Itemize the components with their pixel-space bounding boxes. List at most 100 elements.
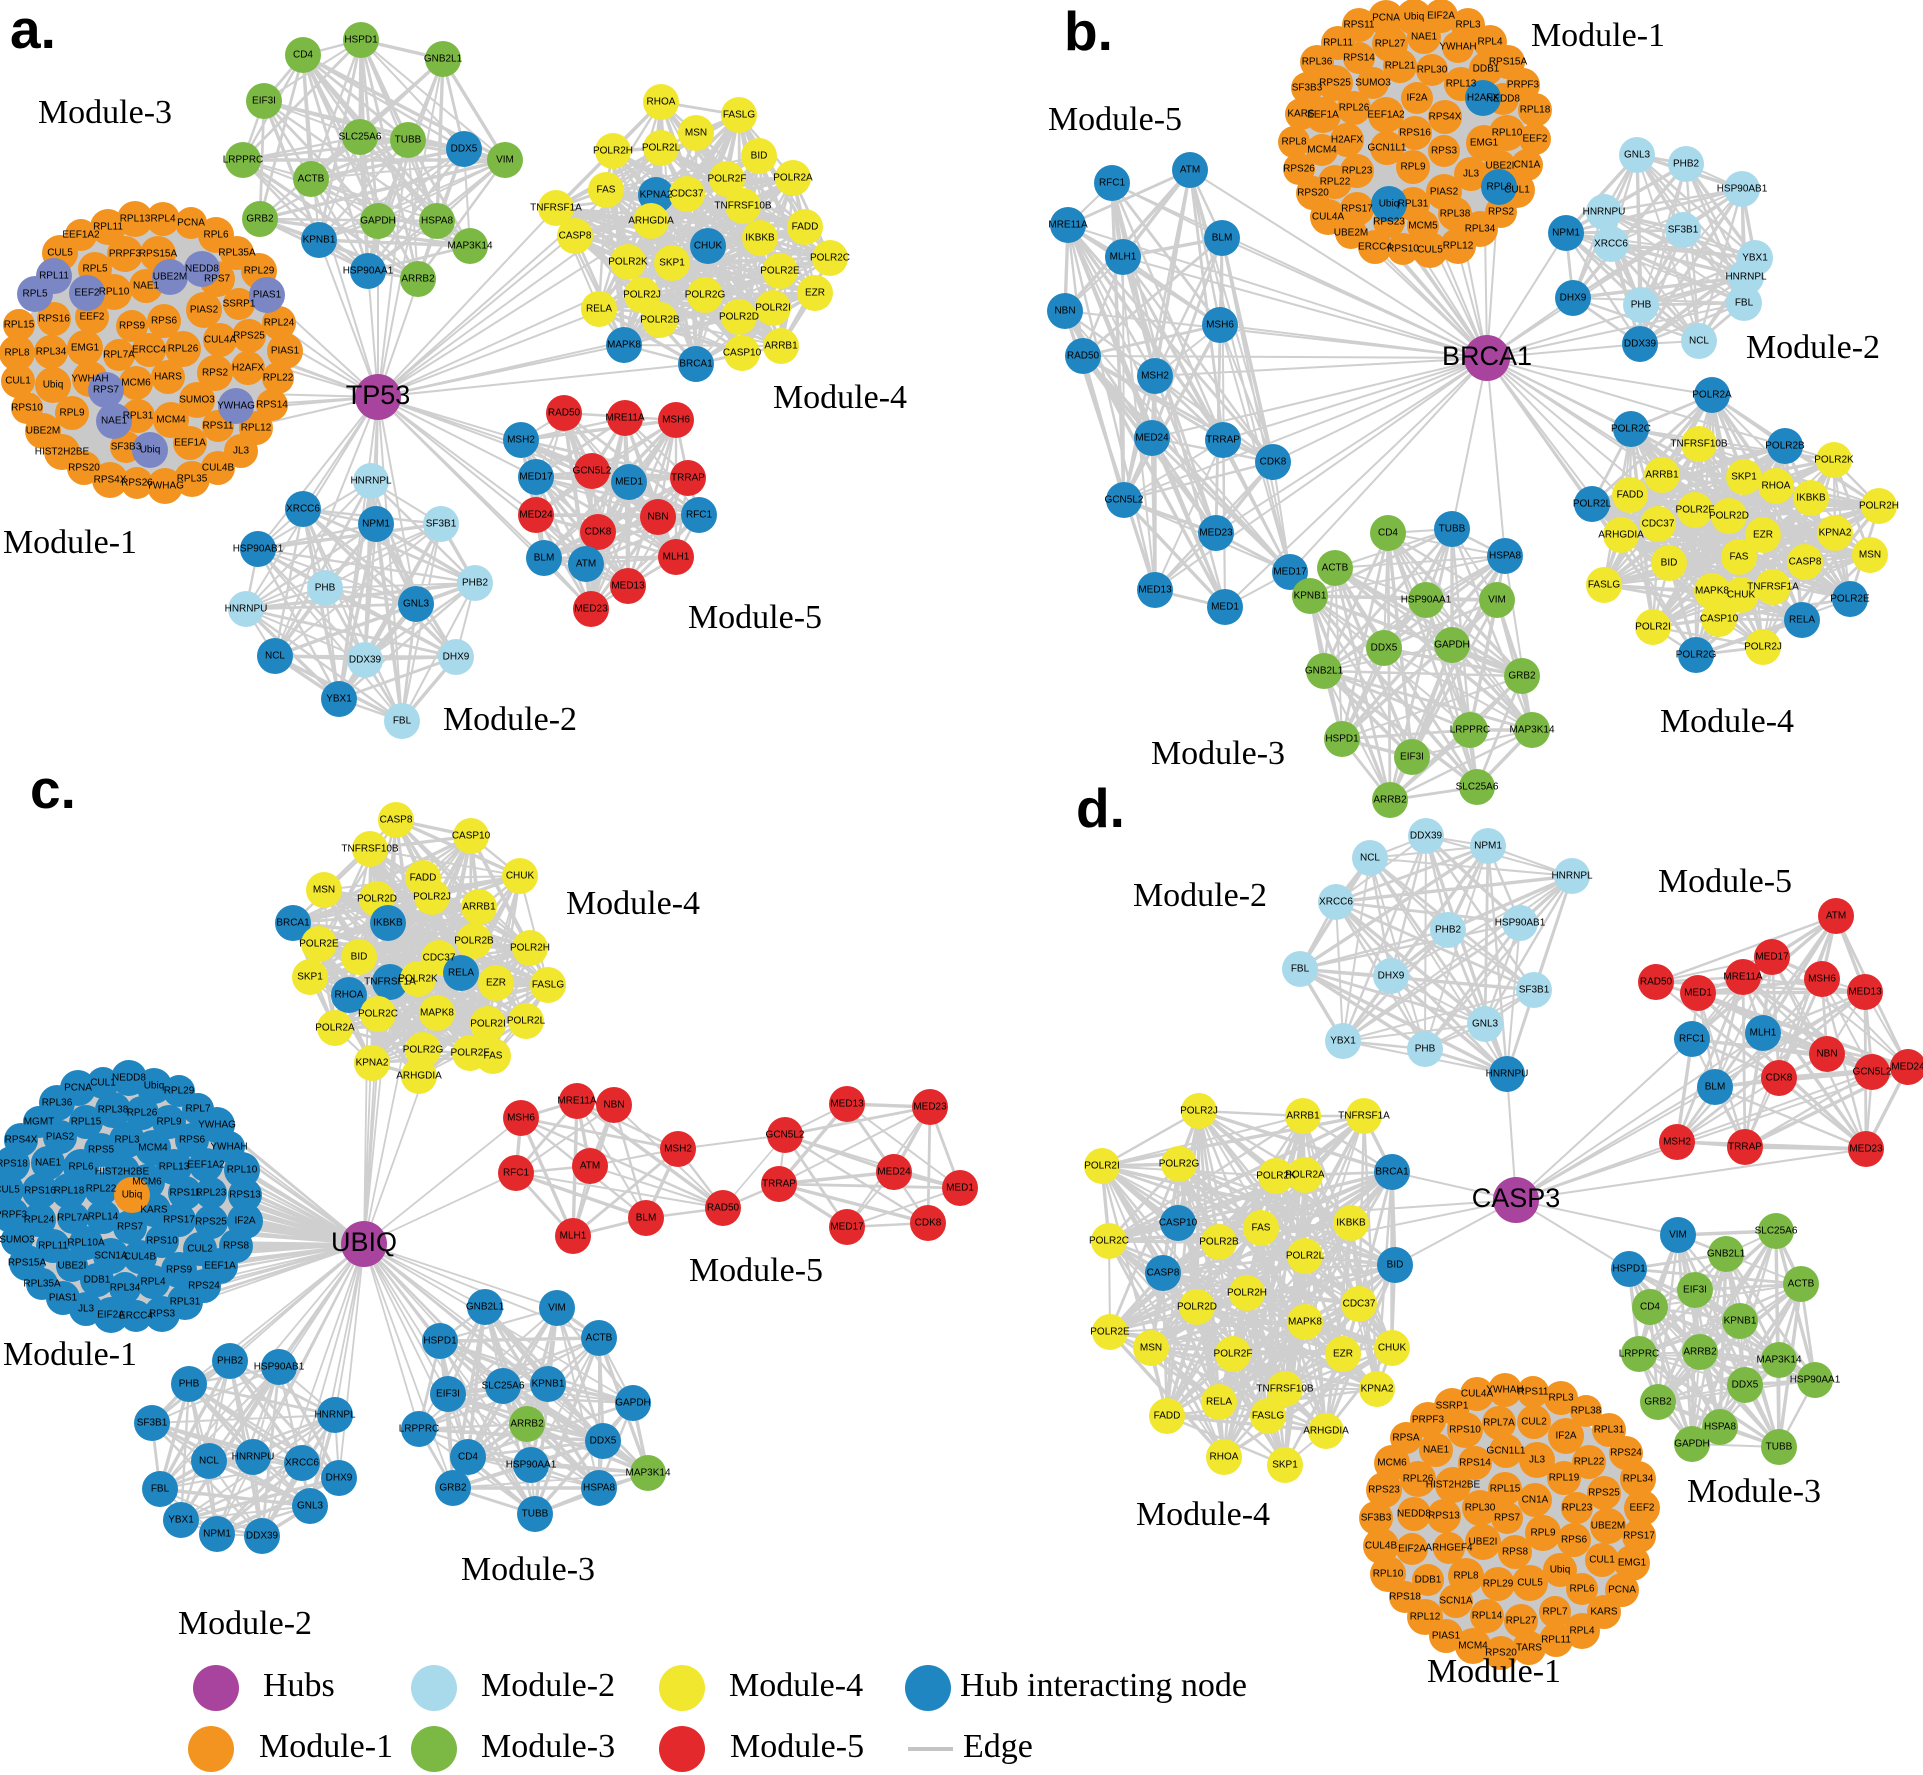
svg-text:RPL23: RPL23	[1342, 166, 1373, 177]
svg-text:PRPF3: PRPF3	[0, 1210, 28, 1221]
svg-text:MED23: MED23	[574, 604, 608, 615]
svg-text:SCN1A: SCN1A	[1439, 1596, 1473, 1607]
svg-text:POLR2H: POLR2H	[1859, 501, 1899, 512]
svg-text:POLR2J: POLR2J	[623, 290, 661, 301]
svg-text:GAPDH: GAPDH	[615, 1398, 651, 1409]
svg-text:HNRNPL: HNRNPL	[314, 1410, 356, 1421]
svg-text:DDX5: DDX5	[590, 1436, 617, 1447]
svg-text:RPS8: RPS8	[1502, 1547, 1529, 1558]
svg-text:ARRB2: ARRB2	[401, 274, 435, 285]
svg-text:CDK8: CDK8	[1766, 1073, 1793, 1084]
svg-text:GNL3: GNL3	[1624, 150, 1651, 161]
svg-text:Module-2: Module-2	[481, 1667, 615, 1704]
svg-text:GRB2: GRB2	[1644, 1397, 1672, 1408]
svg-text:BLM: BLM	[534, 553, 555, 564]
svg-text:MLH1: MLH1	[1750, 1028, 1777, 1039]
svg-text:SKP1: SKP1	[659, 258, 685, 269]
svg-text:MSH2: MSH2	[664, 1144, 692, 1155]
svg-text:XRCC6: XRCC6	[286, 504, 320, 515]
svg-text:RPL10: RPL10	[1373, 1569, 1404, 1580]
svg-text:SLC25A6: SLC25A6	[1755, 1226, 1798, 1237]
svg-text:HARS: HARS	[154, 372, 182, 383]
svg-text:DDX5: DDX5	[1371, 643, 1398, 654]
svg-text:NPM1: NPM1	[1474, 841, 1502, 852]
svg-text:MED24: MED24	[519, 510, 553, 521]
svg-text:RFC1: RFC1	[1099, 178, 1126, 189]
svg-text:ARHGDIA: ARHGDIA	[1598, 530, 1644, 541]
svg-text:FBL: FBL	[151, 1484, 170, 1495]
svg-text:HSPA8: HSPA8	[583, 1483, 615, 1494]
svg-text:RAD50: RAD50	[707, 1203, 740, 1214]
svg-text:KPNA2: KPNA2	[356, 1058, 389, 1069]
svg-text:POLR2C: POLR2C	[810, 253, 850, 264]
svg-text:DDX39: DDX39	[1410, 831, 1443, 842]
svg-text:a.: a.	[10, 0, 56, 60]
svg-text:ARHGEF4: ARHGEF4	[1425, 1543, 1473, 1554]
svg-text:PHB2: PHB2	[1673, 159, 1700, 170]
svg-text:RELA: RELA	[448, 968, 474, 979]
svg-text:HSPA8: HSPA8	[1704, 1422, 1736, 1433]
svg-text:DDX5: DDX5	[1732, 1380, 1759, 1391]
svg-text:RPL31: RPL31	[1398, 199, 1429, 210]
svg-text:EMG1: EMG1	[1470, 138, 1499, 149]
svg-text:MAP3K14: MAP3K14	[625, 1468, 670, 1479]
svg-text:RHOA: RHOA	[1762, 481, 1791, 492]
svg-text:Module-1: Module-1	[3, 1336, 137, 1373]
svg-text:FAS: FAS	[484, 1051, 503, 1062]
svg-text:RFC1: RFC1	[1679, 1034, 1706, 1045]
svg-text:ERCC4: ERCC4	[1358, 242, 1392, 253]
svg-text:GNL3: GNL3	[1472, 1019, 1499, 1030]
svg-text:RPS20: RPS20	[68, 463, 100, 474]
svg-text:Module-2: Module-2	[1133, 877, 1267, 914]
svg-text:FAS: FAS	[597, 185, 616, 196]
svg-text:FASLG: FASLG	[532, 980, 564, 991]
svg-text:CD4: CD4	[458, 1452, 478, 1463]
svg-text:SUMO3: SUMO3	[0, 1235, 35, 1246]
svg-text:RELA: RELA	[1789, 615, 1815, 626]
svg-text:ATM: ATM	[576, 559, 596, 570]
svg-text:RPL21: RPL21	[1385, 61, 1416, 72]
svg-text:FAS: FAS	[1252, 1223, 1271, 1234]
svg-text:Module-3: Module-3	[481, 1728, 615, 1765]
svg-text:POLR2D: POLR2D	[719, 312, 759, 323]
svg-text:RHOA: RHOA	[647, 97, 676, 108]
svg-text:POLR2F: POLR2F	[708, 174, 747, 185]
svg-text:NPM1: NPM1	[362, 519, 390, 530]
svg-text:TNFRSF10B: TNFRSF10B	[341, 844, 399, 855]
svg-text:RPS8: RPS8	[223, 1241, 250, 1252]
svg-text:RPL15: RPL15	[4, 320, 35, 331]
svg-text:BLM: BLM	[636, 1213, 657, 1224]
svg-text:Module-4: Module-4	[729, 1667, 863, 1704]
svg-text:RPL36: RPL36	[1302, 57, 1333, 68]
svg-text:SSRP1: SSRP1	[1436, 1401, 1469, 1412]
svg-text:ARHGDIA: ARHGDIA	[396, 1071, 442, 1082]
svg-text:MRE11A: MRE11A	[1723, 972, 1763, 983]
svg-text:FBL: FBL	[1735, 298, 1754, 309]
svg-text:RPL30: RPL30	[1417, 65, 1448, 76]
svg-text:PRPF3: PRPF3	[1507, 80, 1540, 91]
svg-text:PRPF3: PRPF3	[1412, 1415, 1445, 1426]
svg-text:NBN: NBN	[603, 1100, 624, 1111]
svg-text:SCN1A: SCN1A	[94, 1251, 128, 1262]
svg-text:MED13: MED13	[830, 1099, 864, 1110]
svg-text:b.: b.	[1064, 0, 1113, 62]
svg-text:RPL24: RPL24	[264, 318, 295, 329]
svg-text:Module-3: Module-3	[1687, 1473, 1821, 1510]
svg-text:RFC1: RFC1	[686, 510, 713, 521]
svg-text:TUBB: TUBB	[395, 135, 422, 146]
svg-text:DDB1: DDB1	[1473, 64, 1500, 75]
svg-text:RPL35A: RPL35A	[218, 248, 256, 259]
svg-text:RPL27: RPL27	[1375, 39, 1406, 50]
svg-text:RPS15A: RPS15A	[8, 1258, 47, 1269]
svg-text:ARRB1: ARRB1	[462, 902, 496, 913]
svg-text:NCL: NCL	[199, 1456, 219, 1467]
svg-text:KPNB1: KPNB1	[1294, 591, 1327, 602]
svg-text:EZR: EZR	[1333, 1349, 1353, 1360]
svg-text:CUL2: CUL2	[1521, 1417, 1547, 1428]
svg-text:PHB: PHB	[1415, 1044, 1436, 1055]
svg-text:PIAS2: PIAS2	[190, 305, 219, 316]
svg-text:GNL3: GNL3	[297, 1501, 324, 1512]
svg-text:RPL29: RPL29	[244, 266, 275, 277]
svg-text:HSPD1: HSPD1	[423, 1336, 457, 1347]
svg-text:RPS15A: RPS15A	[1489, 57, 1528, 68]
